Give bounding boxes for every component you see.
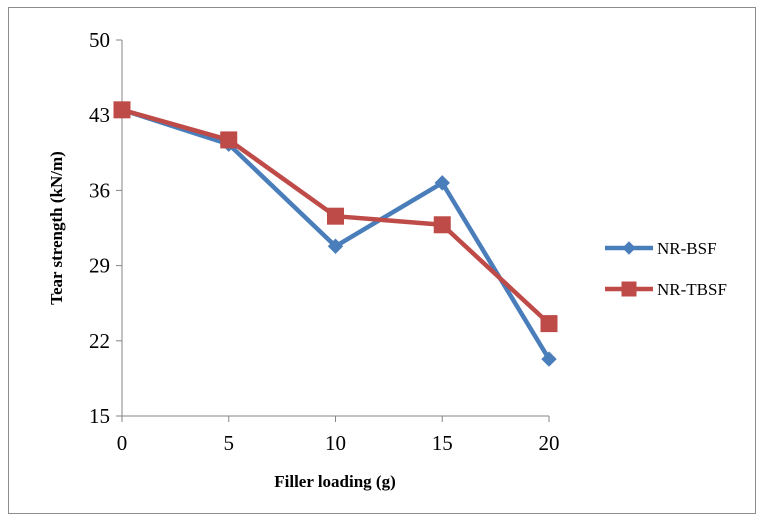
x-tick-label: 10 (325, 431, 346, 455)
y-tick-label: 15 (89, 404, 110, 428)
data-point-square (540, 315, 558, 333)
y-tick-label: 50 (89, 28, 110, 52)
x-axis-ticks: 0 5 10 15 20 (117, 416, 560, 455)
x-tick-label: 5 (224, 431, 235, 455)
chart-frame (8, 7, 756, 514)
series-layer (113, 101, 558, 367)
y-axis-title: Tear strength (kN/m) (47, 151, 66, 305)
data-point-diamond (434, 175, 450, 191)
x-tick-label: 0 (117, 431, 128, 455)
data-point-diamond (327, 238, 344, 254)
legend: NR-BSF NR-TBSF (605, 239, 727, 299)
y-tick-label: 43 (89, 103, 110, 127)
y-tick-label: 22 (89, 329, 110, 353)
legend-item: NR-TBSF (605, 280, 727, 299)
y-tick-label: 29 (89, 254, 110, 278)
legend-label: NR-BSF (657, 239, 717, 258)
y-axis-ticks: 15 22 29 36 43 50 (89, 28, 122, 428)
y-tick-label: 36 (89, 178, 110, 202)
series-nr-bsf (114, 102, 557, 367)
data-point-square (433, 216, 451, 234)
data-point-square (220, 131, 238, 149)
data-point-square (113, 101, 131, 119)
x-axis-title: Filler loading (g) (274, 472, 396, 491)
x-tick-label: 15 (432, 431, 453, 455)
data-point-diamond (541, 351, 557, 367)
data-point-diamond (622, 241, 636, 255)
legend-label: NR-TBSF (657, 280, 727, 299)
series-nr-tbsf (113, 101, 558, 333)
series-line (119, 107, 552, 362)
legend-item: NR-BSF (605, 239, 717, 258)
axes (121, 40, 549, 417)
data-point-square (621, 281, 637, 297)
data-point-square (327, 207, 344, 225)
x-tick-label: 20 (539, 431, 560, 455)
